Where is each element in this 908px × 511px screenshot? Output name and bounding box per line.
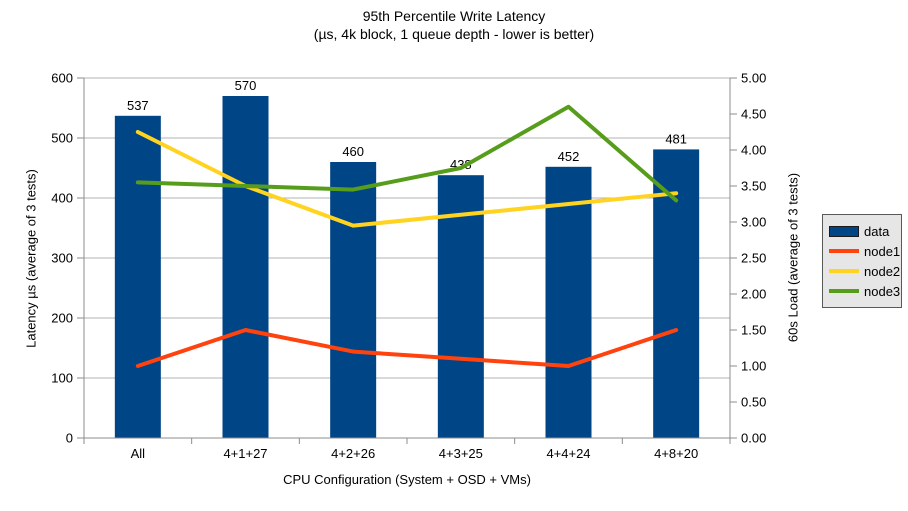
bar-label-4+8+20: 481 (665, 131, 687, 146)
bar-4+3+25 (437, 175, 484, 438)
right-axis-tick-label: 4.50 (741, 107, 766, 122)
legend-line-swatch-node2 (829, 269, 859, 273)
legend-label: node1 (864, 243, 901, 259)
right-axis-tick-label: 2.50 (741, 251, 766, 266)
left-axis-tick-label: 600 (51, 71, 73, 86)
chart-title: 95th Percentile Write Latency (µs, 4k bl… (0, 7, 908, 43)
right-axis-tick-label: 0.50 (741, 395, 766, 410)
legend-label: data (864, 223, 890, 239)
legend-label: node3 (864, 283, 901, 299)
legend-label: node2 (864, 263, 901, 279)
right-axis-tick-label: 2.00 (741, 287, 766, 302)
line-node3 (135, 104, 679, 203)
right-axis-tick-label: 0.00 (741, 431, 766, 446)
x-category-label: 4+3+25 (439, 446, 483, 461)
right-axis-tick-label: 4.00 (741, 143, 766, 158)
left-axis-tick-label: 300 (51, 251, 73, 266)
legend-line-swatch-node1 (829, 249, 859, 253)
legend-item-data: data (829, 221, 901, 241)
right-axis-title: 60s Load (average of 3 tests) (785, 172, 801, 343)
line-node1 (135, 328, 679, 368)
right-axis-tick-label: 1.50 (741, 323, 766, 338)
x-category-label: 4+8+20 (654, 446, 698, 461)
bar-label-All: 537 (127, 98, 149, 113)
left-axis-tick-label: 100 (51, 371, 73, 386)
right-axis-tick-label: 3.50 (741, 179, 766, 194)
bar-All (114, 115, 161, 439)
chart-title-line1: 95th Percentile Write Latency (362, 8, 546, 24)
x-axis-title: CPU Configuration (System + OSD + VMs) (283, 472, 531, 487)
bar-label-4+2+26: 460 (342, 144, 364, 159)
right-axis-tick-label: 5.00 (741, 71, 766, 86)
right-axis-tick-label: 3.00 (741, 215, 766, 230)
x-category-label: 4+4+24 (546, 446, 590, 461)
x-category-label: 4+1+27 (223, 446, 267, 461)
bar-label-4+1+27: 570 (235, 78, 257, 93)
legend-line-swatch-node3 (829, 289, 859, 293)
left-axis-tick-label: 500 (51, 131, 73, 146)
left-axis-tick-label: 0 (66, 431, 73, 446)
legend: data node1 node2 node3 (822, 214, 902, 308)
left-axis-title: Latency µs (average of 3 tests) (23, 169, 39, 348)
legend-bar-swatch-data (829, 225, 859, 237)
legend-item-node3: node3 (829, 281, 901, 301)
bar-label-4+4+24: 452 (558, 149, 580, 164)
line-node2 (135, 130, 679, 228)
chart-title-line2: (µs, 4k block, 1 queue depth - lower is … (313, 26, 595, 42)
bar-4+8+20 (653, 149, 700, 438)
bar-4+2+26 (330, 162, 377, 438)
left-axis-tick-label: 400 (51, 191, 73, 206)
left-axis-tick-label: 200 (51, 311, 73, 326)
bar-4+1+27 (222, 96, 269, 438)
legend-item-node2: node2 (829, 261, 901, 281)
bar-4+4+24 (545, 166, 592, 439)
x-category-label: All (131, 446, 146, 461)
right-axis-tick-label: 1.00 (741, 359, 766, 374)
legend-item-node1: node1 (829, 241, 901, 261)
x-category-label: 4+2+26 (331, 446, 375, 461)
